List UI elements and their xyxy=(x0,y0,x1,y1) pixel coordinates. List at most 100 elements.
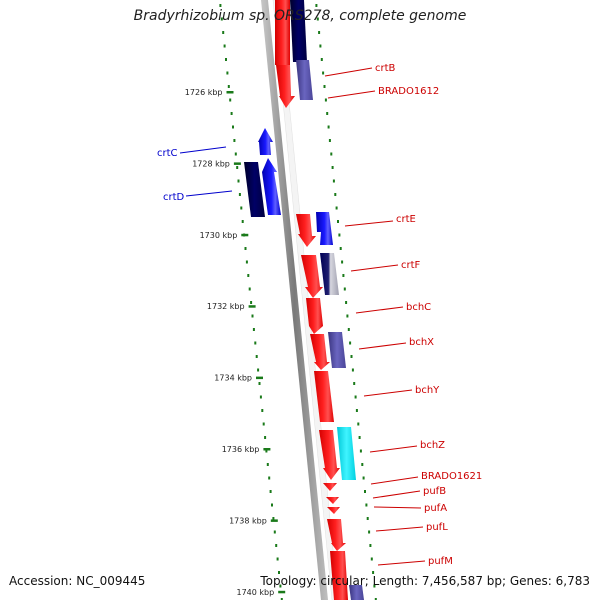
track-dot xyxy=(251,314,254,318)
gene-label-bchZ[interactable]: bchZ xyxy=(420,440,445,451)
track-dot xyxy=(255,355,258,358)
gene-feature-crtF-partner[interactable] xyxy=(320,253,339,295)
scale-tick-label: 1732 kbp xyxy=(207,302,245,311)
gene-feature-BRADO1612-partner[interactable] xyxy=(296,60,313,100)
gene-feature-crtC[interactable] xyxy=(258,128,273,155)
gene-feature-pufM[interactable] xyxy=(330,551,348,600)
track-dot xyxy=(342,274,345,277)
track-dot xyxy=(252,328,255,331)
gene-feature-BRADO1612[interactable] xyxy=(276,65,295,108)
track-dot xyxy=(349,341,352,345)
gene-labels: crtB BRADO1612 crtC crtD crtE crtF bchC … xyxy=(157,63,482,567)
track-dot xyxy=(339,247,342,250)
gene-label-pufB[interactable]: pufB xyxy=(423,486,446,497)
track-dot xyxy=(368,530,371,534)
scale-tick-label: 1738 kbp xyxy=(229,516,267,525)
track-dot xyxy=(225,58,227,61)
gene-feature-pufM-partner[interactable] xyxy=(349,585,364,600)
gene-label-bchX[interactable]: bchX xyxy=(409,337,434,348)
gene-label-crtD[interactable]: crtD xyxy=(163,192,185,203)
track-dot xyxy=(241,220,244,223)
scale-tick-mark xyxy=(256,376,263,380)
genome-title: Bradyrhizobium sp. ORS278, complete geno… xyxy=(133,8,467,24)
track-dot xyxy=(226,71,229,75)
track-dot xyxy=(244,247,247,250)
track-dot xyxy=(272,517,275,520)
track-dot xyxy=(266,463,269,466)
gene-feature-bchZ[interactable] xyxy=(319,430,340,480)
track-dot xyxy=(364,490,366,493)
track-dot xyxy=(250,301,253,304)
track-dot xyxy=(332,179,335,183)
track-dot xyxy=(229,98,232,102)
track-dot xyxy=(248,287,251,291)
gene-feature-crtB[interactable] xyxy=(275,0,290,65)
track-dot xyxy=(369,544,372,547)
track-dot xyxy=(351,368,354,372)
gene-label-BRADO1621[interactable]: BRADO1621 xyxy=(421,471,482,482)
scale-tick-mark xyxy=(233,162,241,165)
track-dot xyxy=(245,260,248,264)
track-dot xyxy=(236,166,239,169)
track-dot xyxy=(315,4,318,7)
gene-feature-pufA[interactable] xyxy=(327,507,340,514)
gene-feature-crtE-partner[interactable] xyxy=(316,212,333,245)
track-dot xyxy=(331,166,334,169)
track-dot xyxy=(350,355,353,358)
gene-label-pufL[interactable]: pufL xyxy=(426,522,448,533)
track-dot xyxy=(279,584,282,588)
scale-tick-mark xyxy=(270,519,278,522)
scale-tick-mark xyxy=(226,91,234,94)
track-dot xyxy=(238,193,241,196)
track-dot xyxy=(354,395,357,399)
track-dot xyxy=(365,503,368,507)
gene-feature-crtF[interactable] xyxy=(301,255,323,298)
outer-tick-track xyxy=(315,4,377,601)
track-dot xyxy=(341,260,344,264)
gene-label-bchY[interactable]: bchY xyxy=(415,385,440,396)
gene-label-crtB[interactable]: crtB xyxy=(375,63,396,74)
track-dot xyxy=(370,557,373,561)
gene-label-crtC[interactable]: crtC xyxy=(157,148,178,159)
scale-tick-mark xyxy=(263,448,271,451)
gene-feature-bchX-partner[interactable] xyxy=(328,332,346,368)
gene-feature-bchZ-partner[interactable] xyxy=(337,427,356,480)
track-dot xyxy=(233,139,236,142)
track-dot xyxy=(319,44,322,48)
gene-feature-crtD-upper[interactable] xyxy=(262,158,281,215)
gene-feature-bchY[interactable] xyxy=(314,371,334,422)
track-dot xyxy=(227,85,230,88)
accession-text: Accession: NC_009445 xyxy=(9,574,146,588)
scale-tick-label: 1728 kbp xyxy=(192,159,230,168)
track-dot xyxy=(273,530,276,534)
gene-feature-BRADO1621[interactable] xyxy=(323,483,337,491)
gene-label-crtF[interactable]: crtF xyxy=(401,260,421,271)
gene-label-BRADO1612[interactable]: BRADO1612 xyxy=(378,86,439,97)
track-dot xyxy=(261,409,264,412)
gene-label-pufM[interactable]: pufM xyxy=(428,556,453,567)
topology-text: Topology: circular; Length: 7,456,587 bp… xyxy=(260,574,590,588)
gene-feature-crtE[interactable] xyxy=(296,214,316,247)
gene-label-crtE[interactable]: crtE xyxy=(396,214,416,225)
track-dot xyxy=(362,476,365,480)
track-dot xyxy=(318,31,321,34)
scale-tick-label: 1726 kbp xyxy=(185,88,223,97)
track-dot xyxy=(334,193,337,196)
track-dot xyxy=(366,517,369,520)
gene-feature-pufL[interactable] xyxy=(327,519,346,551)
track-dot xyxy=(322,71,325,75)
gene-feature-bchC[interactable] xyxy=(306,298,323,334)
gene-feature-crtB-partner[interactable] xyxy=(290,0,307,62)
track-dot xyxy=(343,287,346,291)
gene-label-pufA[interactable]: pufA xyxy=(424,503,447,514)
gene-feature-bchX[interactable] xyxy=(310,334,330,370)
track-dot xyxy=(327,125,330,129)
track-dot xyxy=(372,571,375,574)
track-dot xyxy=(257,368,260,372)
gene-label-bchC[interactable]: bchC xyxy=(406,302,431,313)
gene-feature-pufB[interactable] xyxy=(326,497,339,504)
scale-tick-mark xyxy=(278,590,286,594)
gene-feature-crtD[interactable] xyxy=(244,162,265,217)
